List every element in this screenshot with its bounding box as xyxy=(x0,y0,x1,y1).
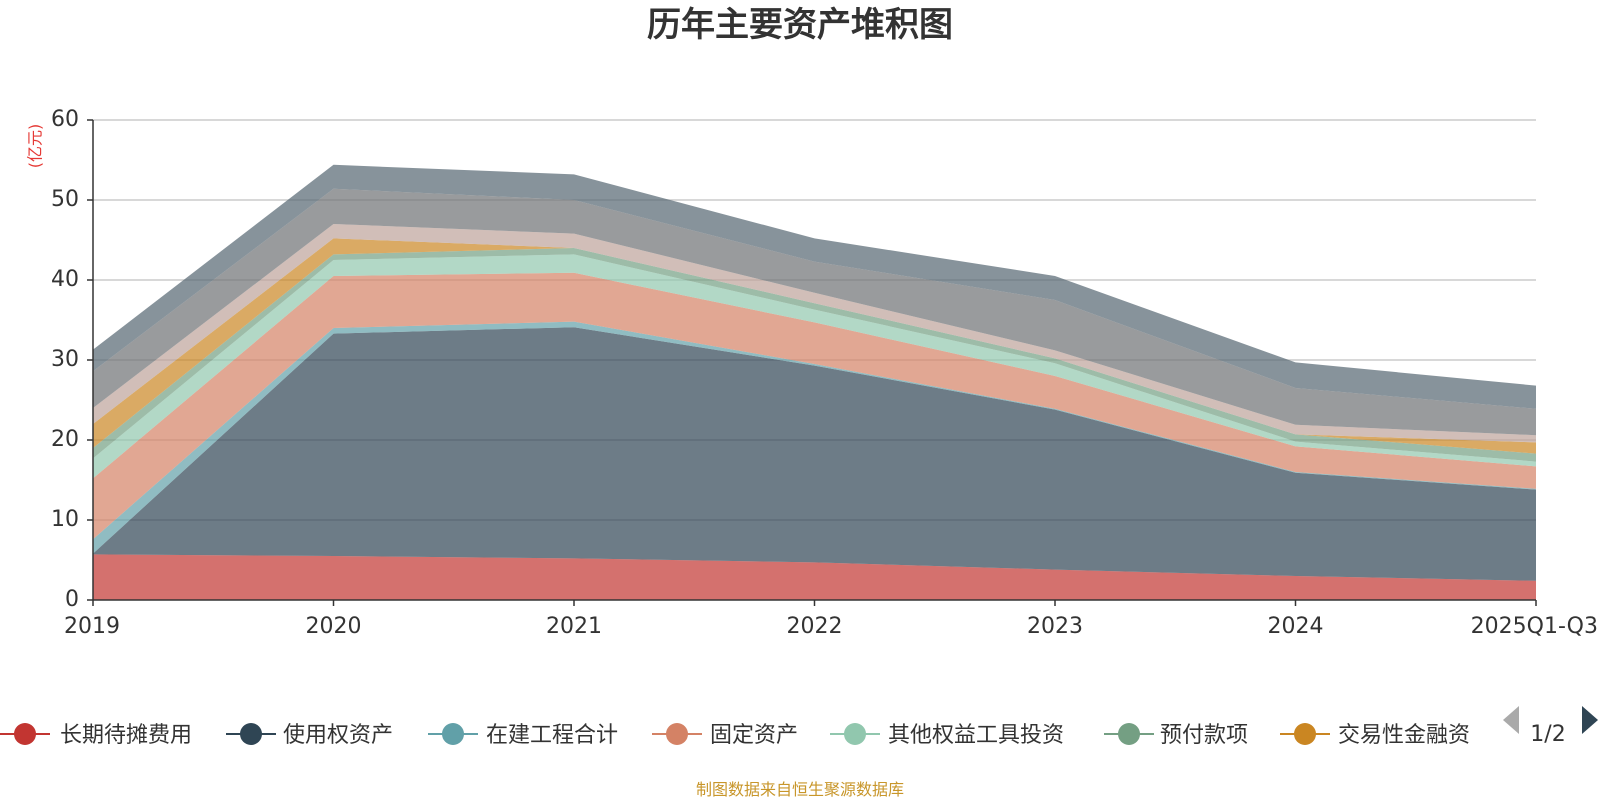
legend-item-4[interactable]: 固定资产 xyxy=(652,723,798,748)
y-tick-label: 0 xyxy=(65,587,79,612)
chart-title: 历年主要资产堆积图 xyxy=(647,5,953,45)
legend[interactable]: 长期待摊费用 使用权资产 在建工程合计 固定资产 其他权益工具投资 预付款项 交易性金融资 xyxy=(0,723,1470,748)
y-tick-label: 60 xyxy=(51,107,79,132)
legend-item-7[interactable]: 交易性金融资 xyxy=(1280,723,1470,748)
axes: 0 10 20 30 40 50 60 2019 2020 2021 2022 2023 2024 202… xyxy=(51,107,1598,639)
x-tick-label: 2025Q1-Q3 xyxy=(1471,614,1598,639)
legend-label: 预付款项 xyxy=(1160,723,1248,748)
legend-label: 交易性金融资 xyxy=(1338,723,1470,748)
area-series-9 xyxy=(93,188,1536,436)
legend-label: 固定资产 xyxy=(710,723,798,748)
x-tick-label: 2021 xyxy=(546,614,602,639)
x-tick-label: 2024 xyxy=(1268,614,1324,639)
legend-item-6[interactable]: 预付款项 xyxy=(1104,723,1248,748)
area-series-2 xyxy=(93,327,1536,581)
legend-item-2[interactable]: 使用权资产 xyxy=(226,723,393,748)
legend-marker-icon xyxy=(14,723,36,745)
legend-page-indicator: 1/2 xyxy=(1530,722,1565,747)
area-series-1 xyxy=(93,554,1536,600)
legend-label: 其他权益工具投资 xyxy=(888,723,1064,748)
legend-label: 在建工程合计 xyxy=(486,723,618,748)
legend-marker-icon xyxy=(442,723,464,745)
area-series-8 xyxy=(93,224,1536,443)
x-tick-label: 2019 xyxy=(64,614,120,639)
source-note: 制图数据来自恒生聚源数据库 xyxy=(696,780,904,799)
legend-marker-icon xyxy=(240,723,262,745)
y-tick-label: 40 xyxy=(51,267,79,292)
legend-next-icon[interactable] xyxy=(1582,706,1598,734)
y-tick-label: 30 xyxy=(51,347,79,372)
legend-marker-icon xyxy=(1118,723,1140,745)
legend-item-1[interactable]: 长期待摊费用 xyxy=(0,723,192,748)
legend-label: 使用权资产 xyxy=(283,723,393,748)
legend-prev-icon[interactable] xyxy=(1503,706,1519,734)
area-series-10 xyxy=(93,164,1536,409)
area-series-4 xyxy=(93,272,1536,540)
legend-marker-icon xyxy=(844,723,866,745)
x-tick-label: 2023 xyxy=(1027,614,1083,639)
legend-label: 长期待摊费用 xyxy=(60,723,192,748)
y-tick-label: 20 xyxy=(51,427,79,452)
legend-marker-icon xyxy=(1294,723,1316,745)
y-tick-label: 10 xyxy=(51,507,79,532)
x-tick-label: 2020 xyxy=(306,614,362,639)
x-tick-label: 2022 xyxy=(787,614,843,639)
y-tick-label: 50 xyxy=(51,187,79,212)
legend-item-3[interactable]: 在建工程合计 xyxy=(428,723,618,748)
legend-item-5[interactable]: 其他权益工具投资 xyxy=(830,723,1064,748)
legend-marker-icon xyxy=(666,723,688,745)
area-series-layer xyxy=(93,164,1536,600)
y-axis-unit: (亿元) xyxy=(26,124,45,169)
